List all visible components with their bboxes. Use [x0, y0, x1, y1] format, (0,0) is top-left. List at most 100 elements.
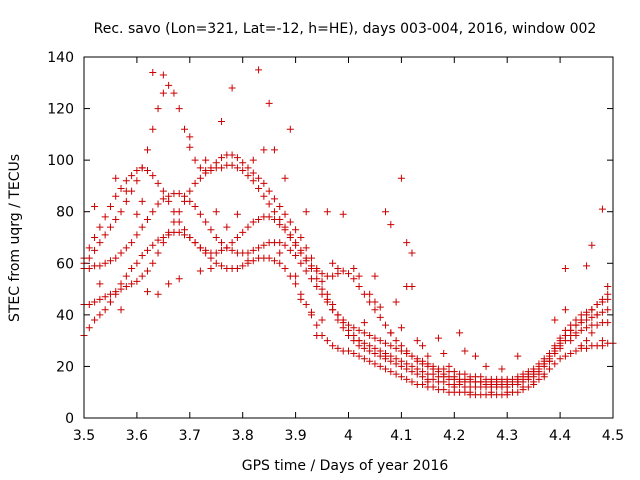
- data-point: [307, 254, 315, 262]
- data-point: [143, 146, 151, 154]
- data-point: [149, 172, 157, 180]
- data-point: [191, 239, 199, 247]
- data-point: [128, 172, 136, 180]
- data-point: [286, 246, 294, 254]
- data-point: [106, 290, 114, 298]
- data-point: [450, 373, 458, 381]
- data-point: [366, 290, 374, 298]
- data-point: [577, 326, 585, 334]
- data-point: [218, 117, 226, 125]
- data-point: [143, 166, 151, 174]
- data-point: [244, 249, 252, 257]
- data-point: [143, 215, 151, 223]
- data-point: [440, 370, 448, 378]
- data-point: [456, 329, 464, 337]
- x-axis-ticks: 3.5 3.6 3.7 3.8 3.9 4 4.1 4.2 4.3 4.4 4.5: [73, 57, 624, 444]
- data-point: [556, 355, 564, 363]
- data-point: [223, 223, 231, 231]
- data-point: [604, 306, 612, 314]
- data-point: [519, 373, 527, 381]
- data-point: [514, 352, 522, 360]
- data-point: [96, 223, 104, 231]
- data-point: [281, 174, 289, 182]
- data-point: [292, 280, 300, 288]
- data-point: [270, 195, 278, 203]
- data-point: [556, 344, 564, 352]
- data-point: [218, 164, 226, 172]
- data-point: [91, 298, 99, 306]
- data-point: [255, 215, 263, 223]
- data-point: [450, 383, 458, 391]
- data-point: [265, 200, 273, 208]
- data-point: [244, 257, 252, 265]
- data-point: [149, 259, 157, 267]
- y-tick-label: 60: [56, 256, 74, 272]
- data-point: [355, 337, 363, 345]
- y-tick-label: 140: [47, 50, 74, 66]
- data-point: [276, 249, 284, 257]
- data-point: [101, 231, 109, 239]
- data-point: [350, 275, 358, 283]
- data-point: [223, 244, 231, 252]
- data-point: [286, 125, 294, 133]
- data-point: [429, 383, 437, 391]
- data-point: [318, 270, 326, 278]
- data-point: [101, 259, 109, 267]
- data-point: [345, 270, 352, 278]
- data-point: [376, 313, 384, 321]
- data-point: [276, 203, 284, 211]
- data-point: [302, 267, 310, 275]
- data-point: [355, 326, 363, 334]
- data-point: [514, 375, 522, 383]
- data-point: [228, 151, 236, 159]
- data-point: [133, 259, 141, 267]
- data-point: [159, 195, 167, 203]
- data-point: [577, 319, 585, 327]
- data-point: [270, 215, 278, 223]
- data-point: [106, 203, 114, 211]
- data-point: [434, 334, 442, 342]
- data-point: [212, 159, 220, 167]
- data-point: [186, 143, 194, 151]
- data-point: [445, 362, 453, 370]
- data-point: [307, 275, 315, 283]
- data-point: [186, 133, 194, 141]
- y-tick-label: 120: [47, 102, 74, 118]
- data-point: [255, 244, 263, 252]
- data-point: [228, 246, 236, 254]
- x-axis-label: GPS time / Days of year 2016: [242, 458, 449, 474]
- data-point: [350, 331, 358, 339]
- data-point: [175, 275, 183, 283]
- data-point: [524, 370, 532, 378]
- data-point: [355, 282, 363, 290]
- data-point: [588, 306, 596, 314]
- data-point: [397, 342, 405, 350]
- data-point: [376, 303, 384, 311]
- data-point: [233, 154, 241, 162]
- data-point: [339, 267, 347, 275]
- data-point: [376, 347, 384, 355]
- data-point: [519, 383, 527, 391]
- data-point: [101, 293, 109, 301]
- data-point: [133, 210, 141, 218]
- data-point: [366, 331, 374, 339]
- data-point: [583, 344, 591, 352]
- data-point: [387, 342, 395, 350]
- data-point: [360, 329, 368, 337]
- data-point: [588, 313, 596, 321]
- data-point: [212, 208, 220, 216]
- data-point: [239, 262, 247, 270]
- data-point: [149, 68, 157, 76]
- data-point: [260, 192, 268, 200]
- data-point: [292, 226, 300, 234]
- data-point: [175, 190, 183, 198]
- data-point: [202, 246, 210, 254]
- data-point: [191, 203, 199, 211]
- data-point: [276, 239, 284, 247]
- data-point: [350, 264, 358, 272]
- x-tick-label: 4.3: [496, 428, 518, 444]
- data-point: [101, 213, 109, 221]
- data-point: [196, 174, 204, 182]
- data-point: [329, 259, 337, 267]
